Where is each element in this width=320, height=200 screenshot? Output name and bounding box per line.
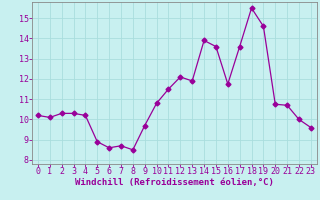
X-axis label: Windchill (Refroidissement éolien,°C): Windchill (Refroidissement éolien,°C) (75, 178, 274, 187)
